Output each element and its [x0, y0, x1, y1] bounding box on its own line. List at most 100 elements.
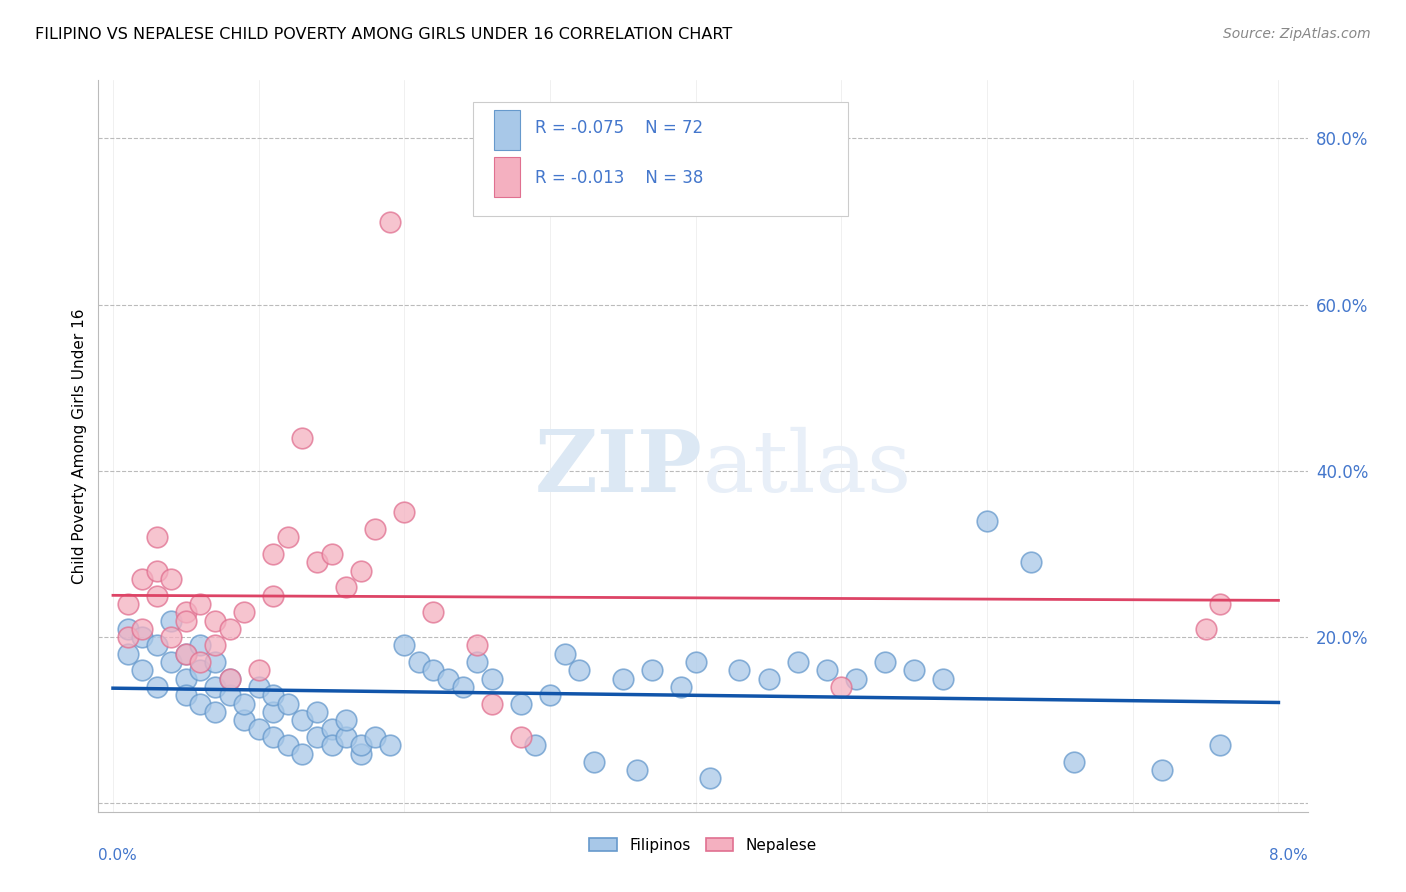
Point — [350, 564, 373, 578]
Point — [174, 672, 197, 686]
FancyBboxPatch shape — [474, 103, 848, 216]
Point — [131, 630, 153, 644]
Point — [247, 722, 270, 736]
Point — [1209, 597, 1232, 611]
Point — [145, 564, 167, 578]
Text: atlas: atlas — [703, 426, 912, 509]
Point — [451, 680, 474, 694]
Point — [190, 639, 212, 653]
Point — [204, 680, 226, 694]
Point — [131, 572, 153, 586]
Point — [190, 655, 212, 669]
Point — [830, 680, 852, 694]
Text: 0.0%: 0.0% — [98, 848, 138, 863]
Point — [190, 664, 212, 678]
Point — [465, 639, 488, 653]
Point — [174, 647, 197, 661]
Point — [626, 763, 648, 777]
Text: Source: ZipAtlas.com: Source: ZipAtlas.com — [1223, 27, 1371, 41]
Point — [204, 705, 226, 719]
Point — [131, 664, 153, 678]
Point — [117, 622, 139, 636]
Point — [145, 639, 167, 653]
Point — [174, 647, 197, 661]
Point — [233, 697, 256, 711]
Point — [408, 655, 430, 669]
Point — [117, 647, 139, 661]
Bar — [494, 157, 520, 197]
Point — [218, 689, 240, 703]
Point — [728, 664, 751, 678]
Point — [145, 589, 167, 603]
Point — [582, 755, 605, 769]
Point — [262, 589, 284, 603]
Point — [1150, 763, 1173, 777]
Point — [481, 697, 503, 711]
Point — [1063, 755, 1085, 769]
Point — [218, 622, 240, 636]
Point — [204, 639, 226, 653]
Point — [1194, 622, 1216, 636]
Point — [305, 555, 328, 569]
Point — [160, 630, 183, 644]
Point — [509, 730, 531, 744]
Point — [422, 605, 444, 619]
Legend: Filipinos, Nepalese: Filipinos, Nepalese — [583, 831, 823, 859]
Point — [262, 730, 284, 744]
Point — [247, 664, 270, 678]
Point — [321, 738, 343, 752]
Point — [1209, 738, 1232, 752]
Point — [976, 514, 998, 528]
Point — [174, 614, 197, 628]
Point — [699, 772, 721, 786]
Point — [218, 672, 240, 686]
Point — [262, 705, 284, 719]
Text: 8.0%: 8.0% — [1268, 848, 1308, 863]
Point — [364, 730, 387, 744]
Text: FILIPINO VS NEPALESE CHILD POVERTY AMONG GIRLS UNDER 16 CORRELATION CHART: FILIPINO VS NEPALESE CHILD POVERTY AMONG… — [35, 27, 733, 42]
Point — [321, 547, 343, 561]
Point — [277, 530, 299, 544]
Point — [233, 714, 256, 728]
Point — [350, 747, 373, 761]
Point — [845, 672, 868, 686]
Point — [612, 672, 634, 686]
Point — [190, 597, 212, 611]
Point — [364, 522, 387, 536]
Point — [903, 664, 925, 678]
Point — [291, 714, 314, 728]
Point — [291, 431, 314, 445]
Point — [1019, 555, 1042, 569]
Point — [277, 697, 299, 711]
Point — [350, 738, 373, 752]
Point — [554, 647, 576, 661]
Y-axis label: Child Poverty Among Girls Under 16: Child Poverty Among Girls Under 16 — [72, 309, 87, 583]
Point — [247, 680, 270, 694]
Point — [291, 747, 314, 761]
Point — [145, 530, 167, 544]
Point — [160, 614, 183, 628]
Point — [509, 697, 531, 711]
Point — [117, 597, 139, 611]
Point — [465, 655, 488, 669]
Point — [394, 506, 416, 520]
Text: ZIP: ZIP — [536, 426, 703, 510]
Point — [160, 572, 183, 586]
Text: R = -0.075    N = 72: R = -0.075 N = 72 — [534, 119, 703, 136]
Point — [758, 672, 780, 686]
Point — [641, 664, 664, 678]
Point — [335, 730, 357, 744]
Point — [204, 614, 226, 628]
Point — [378, 214, 401, 228]
Point — [932, 672, 955, 686]
Point — [174, 689, 197, 703]
Point — [524, 738, 547, 752]
Point — [538, 689, 561, 703]
Point — [190, 697, 212, 711]
Point — [262, 547, 284, 561]
Point — [160, 655, 183, 669]
Point — [305, 705, 328, 719]
Point — [218, 672, 240, 686]
Point — [204, 655, 226, 669]
Point — [305, 730, 328, 744]
